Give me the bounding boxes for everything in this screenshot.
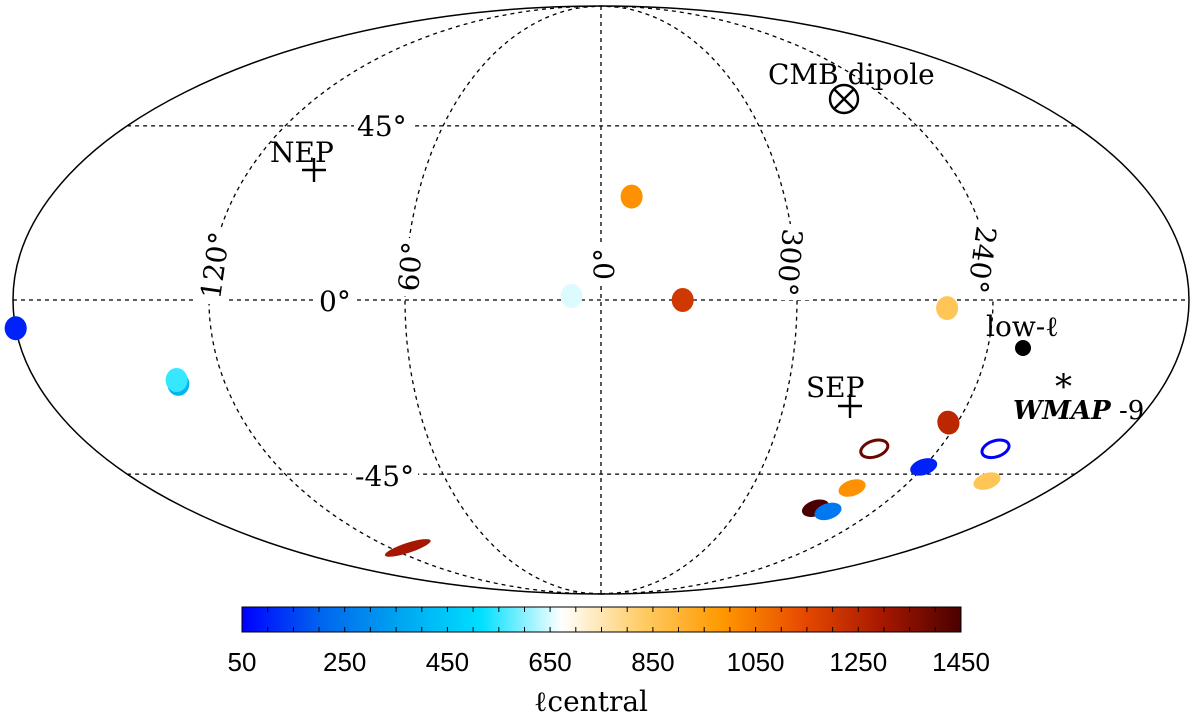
meridian-240 xyxy=(600,5,994,595)
data-point-8 xyxy=(384,539,431,557)
cmb-dipole-marker xyxy=(828,83,860,115)
sky-boundary xyxy=(12,5,1190,595)
wmap9-label: WMAP -9 xyxy=(1013,396,1144,426)
lon-label-300: 300° xyxy=(770,227,809,297)
colorbar-tick-label-450: 450 xyxy=(426,647,469,677)
wmap9-label-bold: WMAP xyxy=(1013,396,1112,426)
colorbar: 50 250 450 650 850 1050 1250 1450 ℓcentral xyxy=(228,606,990,716)
colorbar-tick-label-650: 650 xyxy=(528,647,571,677)
latitude-labels: 45° 0° -45° xyxy=(316,110,418,493)
colorbar-tick-label-50: 50 xyxy=(228,647,257,677)
lat-label-45: 45° xyxy=(357,110,407,143)
colorbar-tick-label-1450: 1450 xyxy=(932,647,990,677)
nep-marker xyxy=(302,158,326,182)
sep-label: SEP xyxy=(806,371,864,404)
data-point-9 xyxy=(937,410,960,435)
sep-marker xyxy=(838,394,862,418)
colorbar-title: ℓcentral xyxy=(534,685,648,716)
lon-label-0: 0° xyxy=(588,248,621,280)
data-point-3 xyxy=(936,296,959,321)
data-point-14 xyxy=(814,502,842,521)
data-point-10 xyxy=(859,438,890,460)
data-point-1 xyxy=(560,284,583,308)
low-l-label: low-ℓ xyxy=(986,310,1059,343)
colorbar-tick-label-850: 850 xyxy=(631,647,674,677)
data-points xyxy=(4,184,1011,557)
data-point-0 xyxy=(620,184,643,209)
wmap9-label-suffix: -9 xyxy=(1111,396,1145,426)
data-point-12 xyxy=(838,479,866,497)
lon-label-60: 60° xyxy=(392,240,429,292)
colorbar-tick-label-250: 250 xyxy=(323,647,366,677)
meridian-120 xyxy=(208,5,602,595)
colorbar-tick-labels: 50 250 450 650 850 1050 1250 1450 xyxy=(228,647,990,677)
nep-label: NEP xyxy=(270,136,334,169)
data-point-15 xyxy=(980,438,1011,460)
colorbar-tick-label-1250: 1250 xyxy=(829,647,887,677)
meridian-60 xyxy=(404,5,602,595)
data-point-5 xyxy=(4,316,27,341)
lat-label-minus45: -45° xyxy=(355,460,414,493)
wmap9-asterisk: * xyxy=(1055,367,1072,407)
data-point-2 xyxy=(671,288,694,312)
longitude-labels: 120° 60° 0° 300° 240° xyxy=(194,222,1003,304)
colorbar-tick-label-1050: 1050 xyxy=(727,647,785,677)
data-point-11 xyxy=(910,458,938,476)
graticule xyxy=(13,5,1189,595)
cmb-dipole-label: CMB dipole xyxy=(768,58,935,91)
lat-label-0: 0° xyxy=(319,285,351,318)
colorbar-title-text: ℓcentral xyxy=(534,685,648,716)
colorbar-ticks xyxy=(267,607,936,632)
low-l-marker xyxy=(1015,340,1031,356)
data-point-7 xyxy=(165,368,188,392)
meridian-300 xyxy=(600,5,798,595)
data-point-16 xyxy=(973,472,1001,490)
